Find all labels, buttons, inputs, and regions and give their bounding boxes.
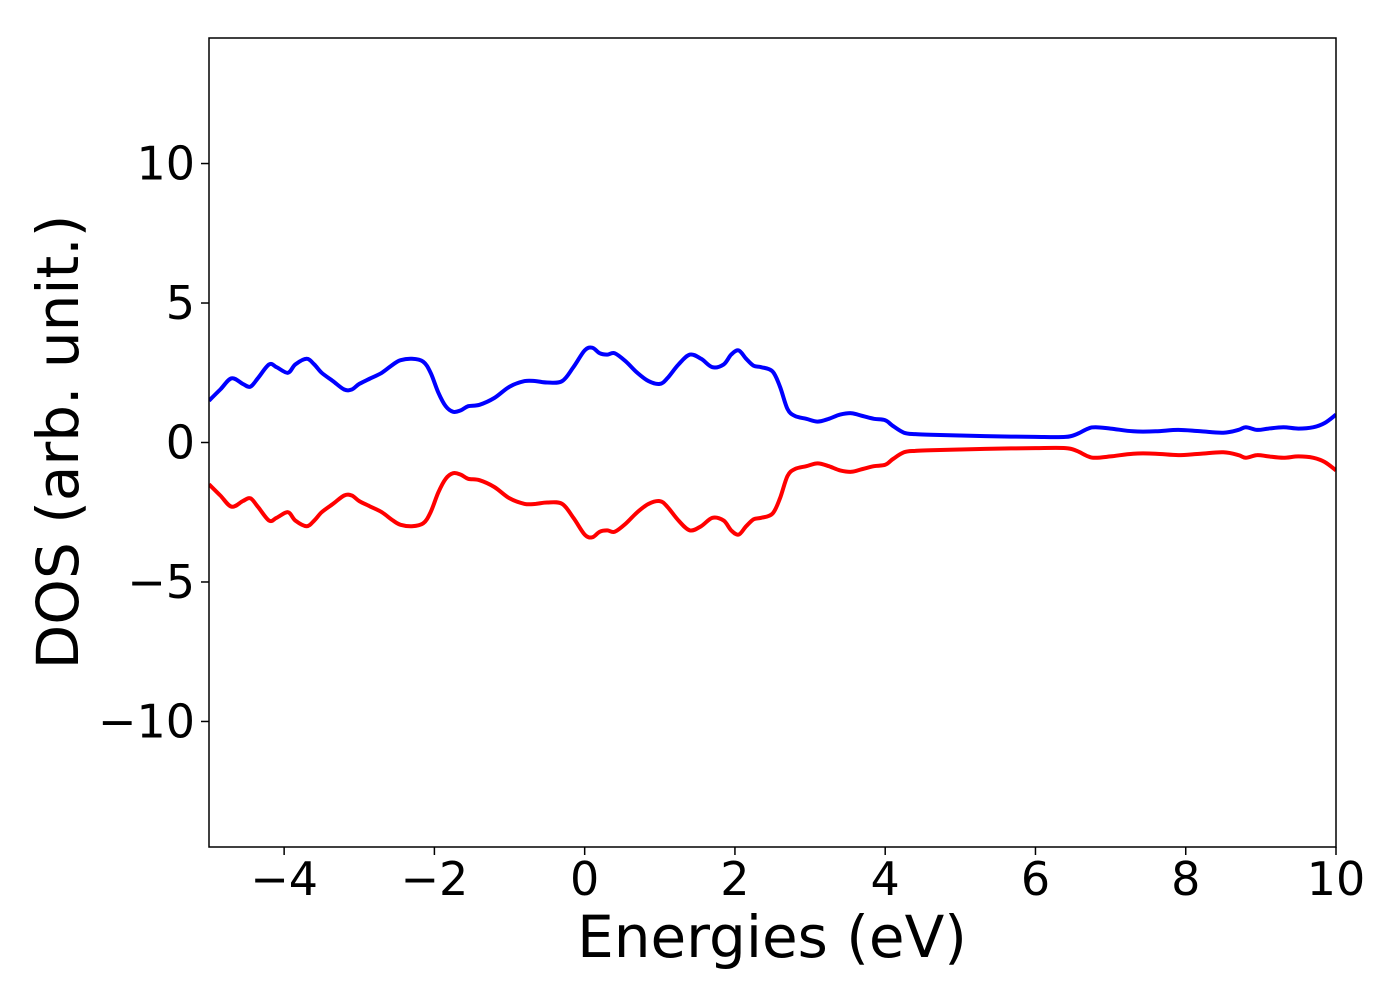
x-tick-label: 2 xyxy=(720,852,749,906)
y-axis-label: DOS (arb. unit.) xyxy=(24,215,92,670)
x-axis-label: Energies (eV) xyxy=(577,903,967,971)
y-tick-label: 0 xyxy=(166,416,195,470)
x-tick-label: 4 xyxy=(871,852,900,906)
x-tick-label: 0 xyxy=(570,852,599,906)
series-layer xyxy=(209,345,1336,540)
x-tick-label: 10 xyxy=(1307,852,1366,906)
plot-frame xyxy=(208,37,1337,848)
x-tick-label: 6 xyxy=(1021,852,1050,906)
x-tick-label: 8 xyxy=(1171,852,1200,906)
dos-curve-negative xyxy=(209,445,1336,540)
y-tick-label: −10 xyxy=(98,694,195,748)
dos-curve-positive xyxy=(209,345,1336,440)
x-tick-label: −2 xyxy=(400,852,468,906)
y-axis-ticks: 10 5 0 −5 −10 xyxy=(98,137,209,748)
x-tick-label: −4 xyxy=(250,852,318,906)
x-axis-ticks: −4 −2 0 2 4 6 8 10 xyxy=(250,847,1365,906)
y-tick-label: −5 xyxy=(127,555,195,609)
y-tick-label: 5 xyxy=(166,276,195,330)
y-tick-label: 10 xyxy=(136,137,195,191)
